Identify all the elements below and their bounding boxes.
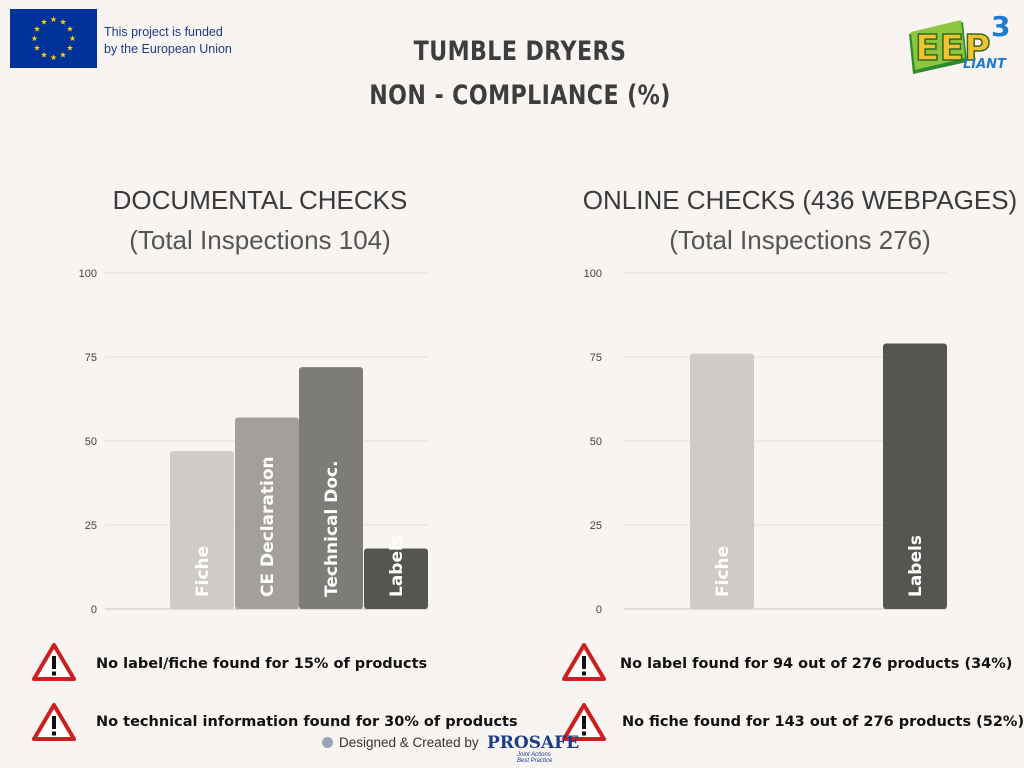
prosafe-logo: PROSAFE	[487, 733, 580, 753]
bar-label: Labels	[387, 535, 407, 597]
prosafe-tagline-1: Joint Actions	[517, 752, 551, 758]
left-chart-heading: DOCUMENTAL CHECKS (Total Inspections 104…	[60, 180, 460, 260]
funding-line-1: This project is funded	[104, 25, 223, 39]
y-tick-label: 100	[79, 268, 97, 280]
left-chart-title: DOCUMENTAL CHECKS	[112, 185, 408, 215]
bar-label: Technical Doc.	[322, 460, 342, 597]
warning-icon	[32, 643, 76, 681]
bar-label: Fiche	[193, 546, 213, 597]
logo-sup: 3	[991, 10, 1010, 43]
warning-2	[32, 703, 76, 741]
copyright-icon	[322, 737, 333, 748]
warning-text-3: No label found for 94 out of 276 product…	[620, 656, 1013, 672]
prosafe-tagline-2: Best Practice	[517, 758, 553, 764]
eu-star	[50, 54, 57, 61]
bar-technical-doc-	[299, 367, 363, 609]
bar-fiche	[690, 353, 754, 609]
funding-note: This project is funded by the European U…	[104, 24, 232, 58]
warning-text-1: No label/fiche found for 15% of products	[96, 656, 428, 672]
right-chart-title: ONLINE CHECKS (436 WEBPAGES)	[582, 185, 1018, 215]
warning-3	[562, 643, 606, 681]
bar-label: CE Declaration	[258, 456, 278, 597]
title-line-1: TUMBLE DRYERS	[413, 36, 627, 67]
eu-star	[40, 51, 48, 58]
y-tick-label: 50	[85, 436, 97, 448]
y-tick-label: 50	[590, 436, 602, 448]
eu-stars	[31, 16, 76, 61]
eepliant-logo: EEP 3 LIANT	[905, 4, 1017, 76]
warning-icon	[562, 643, 606, 681]
warning-icon	[32, 703, 76, 741]
warning-icon	[562, 703, 606, 741]
warning-4	[562, 703, 606, 741]
warning-text-4: No fiche found for 143 out of 276 produc…	[622, 714, 1024, 730]
left-chart-subtitle: (Total Inspections 104)	[129, 225, 391, 255]
online-checks-chart: 0 25 50 75 100 Fiche Labels	[584, 268, 947, 616]
y-tick-label: 75	[85, 352, 97, 364]
documental-checks-chart: 0 25 50 75 100 Fiche CE Declaration Technical D…	[79, 268, 428, 616]
eu-star	[31, 35, 38, 42]
funding-line-2: by the European Union	[104, 42, 232, 56]
y-tick-label: 0	[596, 604, 602, 616]
title-line-2: NON - COMPLIANCE (%)	[369, 80, 671, 111]
warning-1	[32, 643, 76, 681]
bar-label: Labels	[906, 535, 926, 597]
eu-star	[69, 35, 76, 42]
eu-star	[59, 18, 67, 25]
eu-star	[66, 25, 73, 32]
warning-text-2: No technical information found for 30% o…	[96, 714, 518, 730]
bar-fiche	[170, 451, 234, 609]
eu-star	[59, 51, 67, 58]
bar-labels	[883, 343, 947, 609]
y-tick-label: 25	[590, 520, 602, 532]
y-tick-label: 0	[91, 604, 97, 616]
right-chart-heading: ONLINE CHECKS (436 WEBPAGES) (Total Insp…	[580, 180, 1020, 260]
bar-labels	[364, 548, 428, 609]
eu-star	[40, 18, 48, 25]
credit-text: Designed & Created by	[339, 735, 479, 750]
eu-star	[66, 44, 73, 51]
logo-text: EEP	[915, 28, 991, 69]
footer-credit: Designed & Created by	[322, 735, 479, 750]
y-tick-label: 75	[590, 352, 602, 364]
eu-star	[50, 16, 57, 23]
eu-star	[34, 25, 41, 32]
eu-flag-logo	[10, 9, 97, 68]
bar-ce-declaration	[235, 417, 299, 609]
page-title: TUMBLE DRYERS NON - COMPLIANCE (%)	[94, 30, 947, 118]
y-tick-label: 25	[85, 520, 97, 532]
logo-sub: LIANT	[963, 57, 1007, 72]
y-tick-label: 100	[584, 268, 602, 280]
prosafe-tagline: Joint Actions Best Practice	[517, 752, 552, 764]
bar-label: Fiche	[713, 546, 733, 597]
eu-star	[34, 44, 41, 51]
right-chart-subtitle: (Total Inspections 276)	[669, 225, 931, 255]
